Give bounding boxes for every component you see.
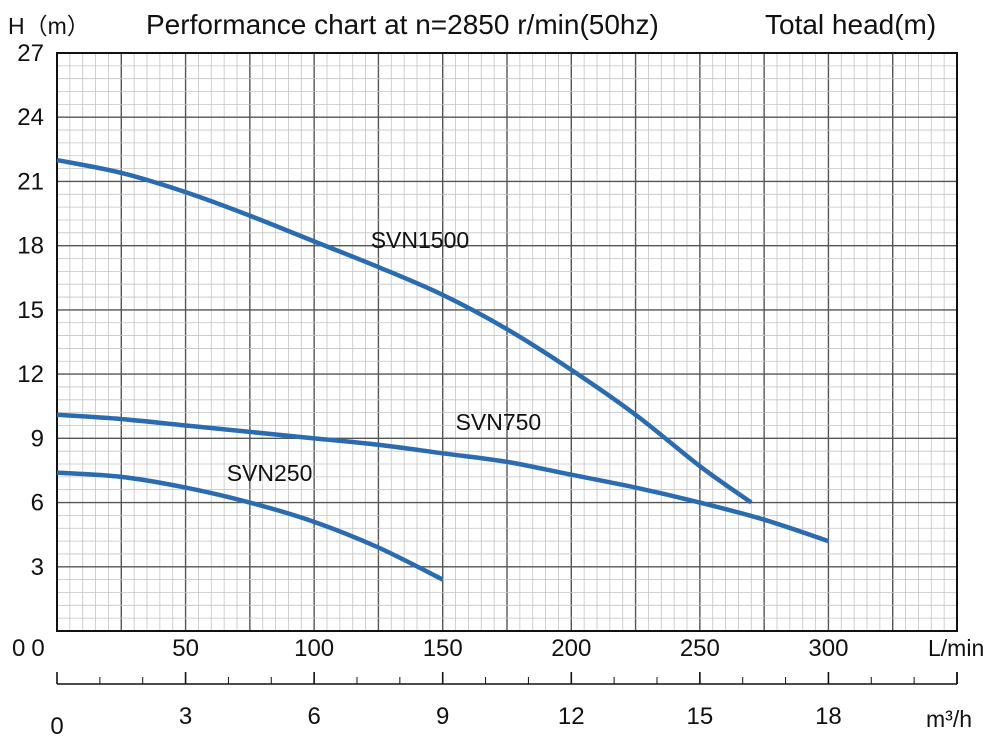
x2-tick-label: 9 <box>436 703 449 730</box>
y-tick-label: 12 <box>17 361 44 388</box>
chart-title: Performance chart at n=2850 r/min(50hz) <box>146 9 659 40</box>
y-tick-label: 21 <box>17 168 44 195</box>
x-axis-label: L/min <box>928 635 984 661</box>
series-label-svn250: SVN250 <box>227 460 313 486</box>
series-line-svn1500 <box>56 157 753 505</box>
x2-tick-label: 18 <box>815 703 842 730</box>
y-tick-label: 27 <box>17 40 44 67</box>
x2-tick-label: 12 <box>558 703 585 730</box>
x-tick-label: 150 <box>423 635 463 662</box>
labels-group: H（m） Performance chart at n=2850 r/min(5… <box>8 9 984 732</box>
series-line-svn750 <box>56 412 830 544</box>
x-tick-label: 300 <box>808 635 848 662</box>
x-tick-label: 200 <box>551 635 591 662</box>
series-line-svn250 <box>56 470 444 582</box>
series-label-svn1500: SVN1500 <box>371 227 469 253</box>
y-tick-label: 24 <box>17 104 44 131</box>
y-tick-label: 3 <box>31 554 44 581</box>
plot-frame <box>56 52 958 632</box>
y2-axis-label: Total head(m) <box>765 9 936 40</box>
y-tick-label: 6 <box>31 490 44 517</box>
x2-tick-label: 0 <box>50 713 63 740</box>
x-tick-label: 50 <box>172 635 199 662</box>
x2-tick-label: 6 <box>307 703 320 730</box>
y-tick-label: 9 <box>31 425 44 452</box>
x-tick-label: 0 <box>31 635 44 662</box>
series-label-svn750: SVN750 <box>456 409 542 435</box>
x2-tick-label: 3 <box>179 703 192 730</box>
x2-tick-label: 15 <box>687 703 714 730</box>
series-group: SVN1500 SVN750 SVN250 <box>56 157 830 582</box>
x2-axis-label: m³/h <box>926 706 972 732</box>
y-tick-label: 18 <box>17 233 44 260</box>
y-axis-label: H（m） <box>8 13 90 39</box>
y-tick-label: 15 <box>17 297 44 324</box>
x-tick-label: 250 <box>680 635 720 662</box>
y-origin-label: 0 <box>12 635 25 662</box>
x-tick-label: 100 <box>294 635 334 662</box>
